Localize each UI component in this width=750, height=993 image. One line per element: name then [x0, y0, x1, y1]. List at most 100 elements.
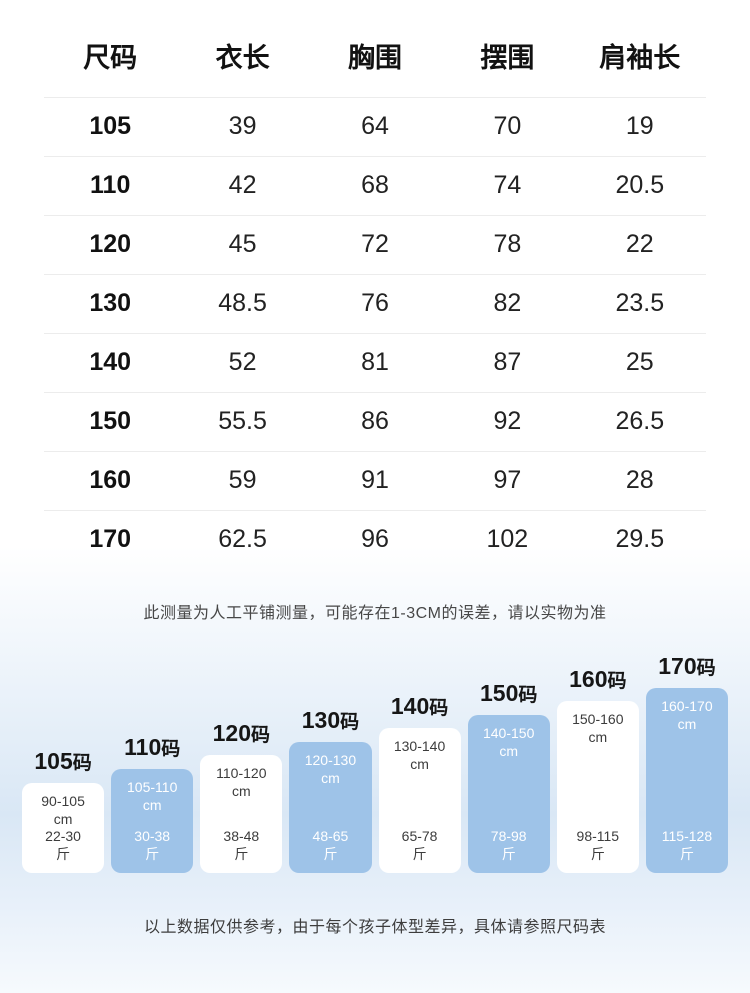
stair-column-160: 160码 150-160 cm 98-115 斤	[556, 666, 639, 873]
table-row: 160 59 91 97 28	[44, 451, 706, 511]
value-cell: 55.5	[176, 392, 309, 452]
size-cell: 105	[44, 97, 177, 157]
height-range: 160-170 cm	[661, 698, 713, 732]
value-cell: 76	[308, 274, 442, 334]
weight-range: 22-30 斤	[45, 828, 81, 862]
table-row: 130 48.5 76 82 23.5	[44, 274, 706, 334]
weight-range: 48-65 斤	[312, 828, 349, 862]
height-range: 140-150 cm	[482, 725, 535, 759]
stair-size-label: 130码	[289, 707, 371, 734]
height-range: 90-105 cm	[41, 793, 85, 827]
measure-note: 此测量为人工平铺测量，可能存在1-3CM的误差，请以实物为准	[143, 605, 607, 622]
reference-note: 以上数据仅供参考，由于每个孩子体型差异，具体请参照尺码表	[143, 919, 606, 936]
col-header-chest: 胸围	[308, 10, 442, 98]
size-suffix: 码	[161, 739, 181, 760]
stair-size-label: 110码	[111, 734, 193, 761]
value-cell: 96	[361, 525, 389, 553]
value-cell: 39	[176, 97, 309, 157]
stair-column-170: 170码 160-170 cm 115-128 斤	[645, 653, 728, 873]
size-number: 160	[569, 666, 608, 692]
size-table: 尺码 衣长 胸围 摆围 肩袖长 105 39 64 70 19 110 42 6…	[44, 10, 706, 569]
col-header-hem: 摆围	[441, 10, 574, 98]
size-chart-page: 尺码 衣长 胸围 摆围 肩袖长 105 39 64 70 19 110 42 6…	[0, 10, 750, 993]
value-cell: 26.5	[573, 392, 706, 452]
table-row: 150 55.5 86 92 26.5	[44, 392, 706, 452]
stair-column-130: 130码 120-130 cm 48-65 斤	[289, 707, 372, 873]
size-suffix: 码	[518, 685, 538, 706]
value-cell: 62.5	[218, 525, 267, 553]
stair-bar: 120-130 cm 48-65 斤	[289, 742, 372, 873]
weight-range: 98-115 斤	[576, 828, 620, 862]
size-cell: 150	[44, 392, 177, 452]
value-cell: 74	[441, 156, 574, 216]
value-cell: 72	[308, 215, 442, 275]
value-cell: 25	[573, 333, 706, 393]
stair-size-label: 160码	[557, 666, 639, 693]
stair-column-110: 110码 105-110 cm 30-38 斤	[111, 734, 194, 873]
value-cell: 19	[573, 97, 706, 157]
value-cell: 102	[486, 525, 529, 553]
value-cell: 29.5	[615, 525, 665, 553]
value-cell: 28	[573, 451, 706, 511]
table-row: 105 39 64 70 19	[44, 97, 706, 157]
weight-range: 38-48 斤	[223, 828, 260, 862]
stair-bar: 110-120 cm 38-48 斤	[200, 755, 283, 873]
size-number: 130	[301, 707, 341, 733]
value-cell: 45	[176, 215, 309, 275]
height-range: 130-140 cm	[393, 738, 446, 772]
value-cell: 68	[308, 156, 442, 216]
size-number: 120	[212, 720, 251, 746]
col-header-size: 尺码	[44, 10, 177, 98]
value-cell: 87	[441, 333, 574, 393]
stair-bar: 160-170 cm 115-128 斤	[645, 688, 728, 873]
value-cell: 20.5	[573, 156, 706, 216]
size-suffix: 码	[696, 658, 716, 679]
stair-size-label: 120码	[200, 720, 282, 747]
stair-column-105: 105码 90-105 cm 22-30 斤	[22, 748, 105, 873]
size-number: 105	[34, 748, 73, 774]
col-header-shoulder: 肩袖长	[573, 10, 706, 98]
value-cell: 78	[441, 215, 574, 275]
table-row: 110 42 68 74 20.5	[44, 156, 706, 216]
value-cell: 92	[441, 392, 574, 452]
value-cell: 59	[176, 451, 309, 511]
stair-size-label: 140码	[379, 693, 461, 720]
stair-size-label: 150码	[468, 680, 550, 707]
stair-column-150: 150码 140-150 cm 78-98 斤	[467, 680, 550, 873]
size-suffix: 码	[250, 725, 270, 746]
height-range: 150-160 cm	[572, 711, 624, 745]
size-cell: 120	[44, 215, 177, 275]
size-suffix: 码	[340, 712, 360, 733]
stair-bar: 105-110 cm 30-38 斤	[111, 769, 194, 873]
size-number: 140	[390, 693, 430, 719]
value-cell: 82	[441, 274, 574, 334]
stair-size-label: 105码	[22, 748, 104, 775]
size-suffix: 码	[607, 671, 627, 692]
value-cell: 48.5	[176, 274, 309, 334]
col-header-length: 衣长	[176, 10, 309, 98]
stair-bar: 150-160 cm 98-115 斤	[556, 701, 639, 873]
stair-column-120: 120码 110-120 cm 38-48 斤	[200, 720, 283, 873]
value-cell: 23.5	[573, 274, 706, 334]
stair-size-label: 170码	[646, 653, 728, 680]
stair-bar: 140-150 cm 78-98 斤	[467, 715, 550, 873]
size-number: 150	[479, 680, 519, 706]
value-cell: 22	[573, 215, 706, 275]
weight-range: 115-128 斤	[661, 828, 713, 862]
stair-column-140: 140码 130-140 cm 65-78 斤	[378, 693, 461, 873]
size-cell: 140	[44, 333, 177, 393]
size-number: 110	[124, 734, 162, 760]
weight-range: 65-78 斤	[401, 828, 438, 862]
value-cell: 97	[441, 451, 574, 511]
table-row: 170 62.5 96 102 29.5	[44, 511, 706, 570]
size-suffix: 码	[429, 698, 449, 719]
value-cell: 52	[176, 333, 309, 393]
value-cell: 42	[176, 156, 309, 216]
height-range: 120-130 cm	[304, 752, 357, 786]
size-cell: 130	[44, 274, 177, 334]
value-cell: 91	[308, 451, 442, 511]
size-cell: 170	[89, 525, 132, 553]
value-cell: 70	[441, 97, 574, 157]
size-cell: 160	[44, 451, 177, 511]
table-row: 120 45 72 78 22	[44, 215, 706, 275]
